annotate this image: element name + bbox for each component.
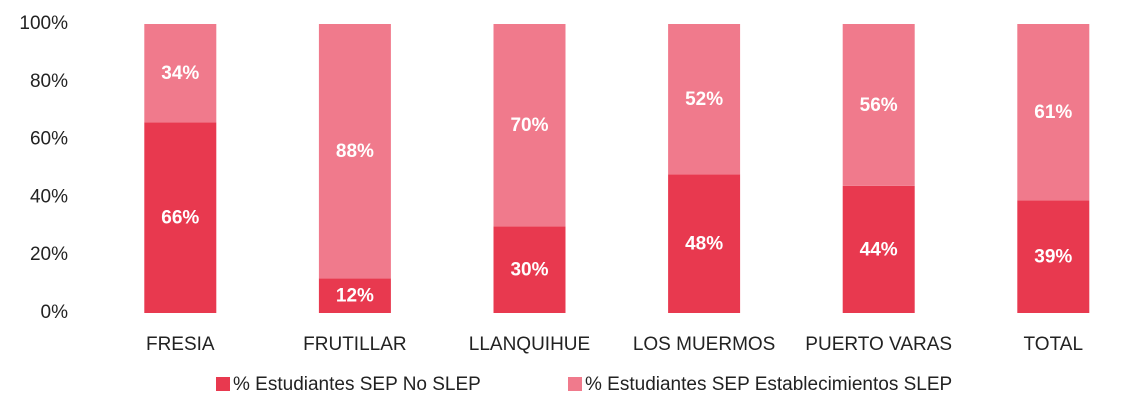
bar-segment	[1017, 24, 1090, 201]
bar-segment	[318, 278, 391, 313]
x-tick-label: LLANQUIHUE	[469, 334, 590, 355]
value-label: 44%	[860, 239, 898, 260]
value-label: 30%	[510, 260, 548, 281]
value-label: 56%	[860, 95, 898, 116]
y-tick-label: 80%	[30, 71, 68, 92]
x-tick-label: TOTAL	[1024, 334, 1083, 355]
value-label: 70%	[510, 115, 548, 136]
legend-label: % Estudiantes SEP No SLEP	[233, 374, 481, 395]
legend-swatch	[568, 377, 582, 391]
value-label: 61%	[1034, 102, 1072, 123]
bar-segment	[318, 24, 391, 279]
x-tick-label: FRUTILLAR	[303, 334, 406, 355]
x-tick-label: LOS MUERMOS	[633, 334, 776, 355]
value-label: 66%	[161, 208, 199, 229]
x-tick-label: FRESIA	[146, 334, 215, 355]
value-label: 88%	[336, 141, 374, 162]
y-tick-label: 100%	[19, 13, 68, 34]
bar-segment	[144, 122, 217, 313]
bar-segment	[493, 226, 566, 313]
value-label: 12%	[336, 286, 374, 307]
y-tick-label: 20%	[30, 244, 68, 265]
bar-segment	[842, 185, 915, 313]
y-tick-label: 40%	[30, 186, 68, 207]
bar-segment	[1017, 200, 1090, 313]
value-label: 34%	[161, 63, 199, 84]
bar-segment	[668, 24, 741, 175]
y-tick-label: 60%	[30, 129, 68, 150]
bar-segment	[493, 24, 566, 227]
value-label: 48%	[685, 234, 723, 255]
bar-segment	[842, 24, 915, 186]
y-tick-label: 0%	[41, 302, 69, 323]
bar-segment	[144, 24, 217, 123]
value-label: 52%	[685, 89, 723, 110]
legend-label: % Estudiantes SEP Establecimientos SLEP	[585, 374, 952, 395]
legend-swatch	[216, 377, 230, 391]
x-tick-label: PUERTO VARAS	[805, 334, 952, 355]
value-label: 39%	[1034, 247, 1072, 268]
bar-segment	[668, 174, 741, 313]
